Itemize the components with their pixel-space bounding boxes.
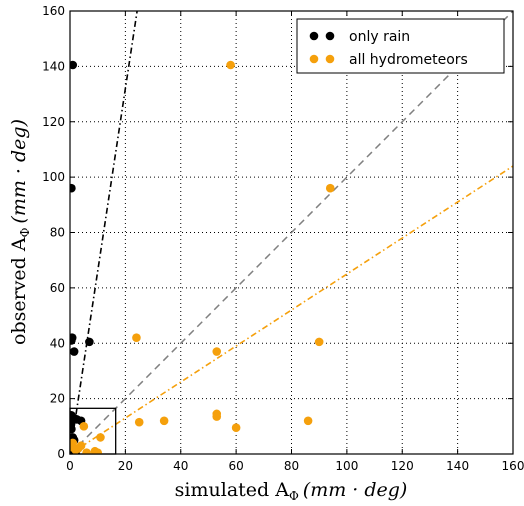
reference-lines [70,11,513,454]
y-tick-label-0: 0 [57,447,65,461]
x-tick-label-0: 0 [66,459,74,473]
y-tick-label-100: 100 [42,170,65,184]
y-tick-label-40: 40 [50,336,65,350]
legend-label-all-hydrometeors: all hydrometeors [349,52,468,68]
data-points [70,60,335,454]
identity-line [70,11,513,454]
point-series-0-3 [70,336,76,345]
point-series-1-11 [96,433,105,442]
point-series-1-0 [226,60,235,70]
x-tick-label-160: 160 [502,459,524,473]
x-tick-label-100: 100 [335,459,358,473]
point-series-1-19 [70,442,76,452]
legend-marker-all-hydrometeors-2 [325,54,335,64]
point-series-1-20 [82,448,91,454]
y-tick-label-60: 60 [50,281,65,295]
x-axis-label: simulated AΦ (mm · deg) [175,479,408,503]
y-tick-label-80: 80 [50,226,65,240]
legend-marker-only-rain-1 [309,31,319,41]
fit-line-series-0 [70,11,138,454]
point-series-0-4 [70,347,79,356]
x-tick-label-60: 60 [228,459,243,473]
y-tick-label-120: 120 [42,115,65,129]
legend: only rain all hydrometeors [296,18,505,74]
point-series-1-14 [93,448,102,454]
point-series-0-1 [70,183,76,193]
point-series-1-1 [325,183,335,193]
x-tick-label-80: 80 [284,459,299,473]
y-tick-label-20: 20 [50,392,65,406]
x-tick-label-20: 20 [118,459,133,473]
point-series-1-7 [159,416,169,426]
point-series-1-9 [303,416,313,426]
point-series-1-4 [314,337,324,347]
x-tick-label-120: 120 [391,459,414,473]
point-series-1-18 [76,441,86,450]
legend-label-only-rain: only rain [349,29,410,45]
point-series-1-2 [132,333,141,343]
x-tick-label-140: 140 [446,459,469,473]
point-series-1-3 [212,347,222,356]
point-series-0-0 [70,60,78,70]
legend-box [296,18,505,74]
y-axis-label: observed AΦ(mm · deg) [8,119,32,345]
point-series-1-10 [231,423,241,432]
y-tick-label-160: 160 [42,4,65,18]
y-tick-label-140: 140 [42,59,65,73]
point-series-0-5 [85,337,94,347]
legend-marker-only-rain-2 [325,31,335,41]
point-series-0-11 [70,424,76,434]
fit-line-series-1 [70,165,513,454]
point-series-1-8 [134,417,144,427]
legend-marker-all-hydrometeors-1 [309,54,319,64]
point-series-1-6 [212,412,222,421]
axis-ticks: 0 20 40 60 80 100 120 140 160 0 20 40 60 80 100 120 140 1… [42,4,524,473]
x-tick-label-40: 40 [173,459,188,473]
point-series-1-12 [79,422,89,431]
